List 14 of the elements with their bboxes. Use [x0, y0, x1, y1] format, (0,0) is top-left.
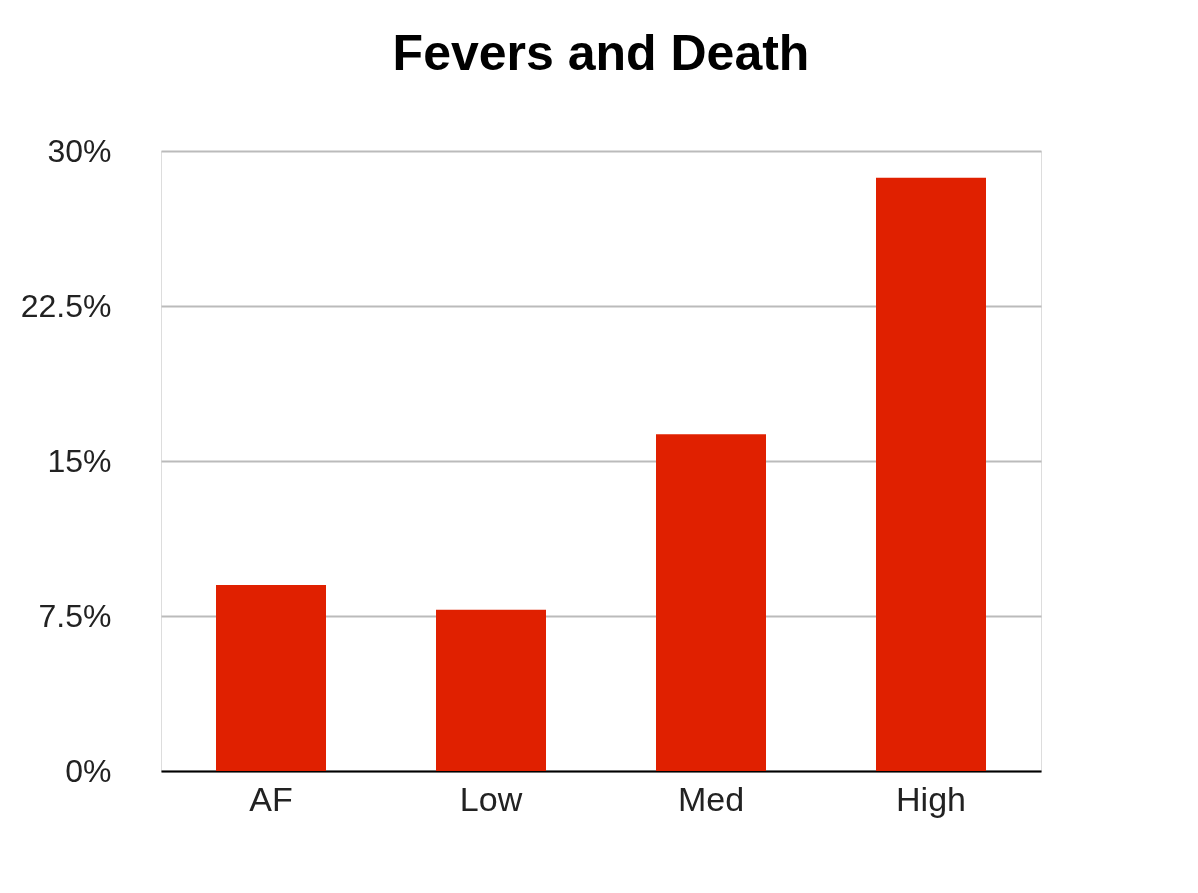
y-tick-label: 22.5% — [20, 287, 112, 324]
x-tick-label: Low — [459, 779, 523, 818]
chart-title: Fevers and Death — [392, 25, 810, 81]
bar — [216, 585, 326, 771]
y-tick-label: 15% — [47, 442, 112, 479]
y-tick-label: 7.5% — [38, 597, 112, 634]
x-tick-label: Med — [677, 779, 745, 818]
y-tick-label: 0% — [65, 752, 112, 789]
x-tick-label: AF — [249, 779, 293, 818]
bar — [656, 434, 766, 771]
x-tick-label: High — [896, 779, 966, 818]
y-tick-label: 30% — [47, 132, 112, 169]
bar — [876, 177, 986, 771]
bar — [436, 609, 546, 771]
